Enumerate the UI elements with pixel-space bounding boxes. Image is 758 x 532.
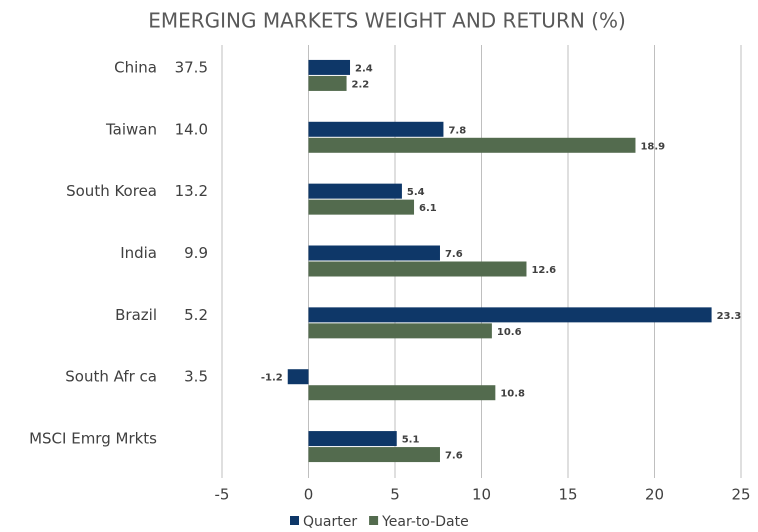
value-label: 18.9 bbox=[640, 141, 665, 152]
x-tick-label: 0 bbox=[304, 486, 314, 504]
bar bbox=[308, 59, 351, 75]
weight-label: 13.2 bbox=[175, 182, 208, 200]
legend-label: Quarter bbox=[303, 514, 357, 530]
weight-label: 5.2 bbox=[184, 306, 208, 324]
category-label: China bbox=[114, 58, 157, 76]
value-label: 2.4 bbox=[355, 63, 373, 74]
bar bbox=[308, 261, 527, 277]
value-label: -1.2 bbox=[261, 373, 283, 384]
weight-label: 37.5 bbox=[175, 58, 208, 76]
bar bbox=[308, 245, 440, 261]
value-label: 7.6 bbox=[445, 451, 463, 462]
legend-swatch bbox=[369, 516, 379, 525]
category-label: Taiwan bbox=[105, 120, 157, 138]
x-tick-label: -5 bbox=[215, 486, 230, 504]
x-tick-label: 20 bbox=[645, 486, 664, 504]
value-label: 7.8 bbox=[448, 125, 466, 136]
bar bbox=[308, 75, 347, 91]
value-label: 23.3 bbox=[717, 311, 742, 322]
value-label: 6.1 bbox=[419, 203, 437, 214]
weight-label: 3.5 bbox=[184, 368, 208, 386]
bar bbox=[308, 385, 496, 401]
value-label: 5.4 bbox=[407, 187, 425, 198]
category-label: MSCI Emrg Mrkts bbox=[29, 430, 157, 448]
value-label: 10.6 bbox=[497, 327, 522, 338]
category-label: Brazil bbox=[115, 306, 157, 324]
value-label: 10.8 bbox=[500, 389, 525, 400]
weight-label: 9.9 bbox=[184, 244, 208, 262]
bar bbox=[308, 137, 636, 153]
bar bbox=[308, 431, 397, 447]
weight-label: 14.0 bbox=[175, 120, 208, 138]
bar bbox=[308, 447, 440, 463]
bar bbox=[308, 121, 444, 137]
bar bbox=[308, 307, 712, 323]
category-label: South Korea bbox=[66, 182, 157, 200]
legend-label: Year-to-Date bbox=[381, 514, 469, 530]
bar bbox=[308, 199, 415, 215]
category-label: India bbox=[120, 244, 157, 262]
value-label: 5.1 bbox=[402, 435, 420, 446]
value-label: 12.6 bbox=[531, 265, 556, 276]
x-tick-label: 10 bbox=[472, 486, 491, 504]
bar bbox=[308, 323, 492, 339]
bar bbox=[287, 369, 309, 385]
bar bbox=[308, 183, 402, 199]
value-label: 2.2 bbox=[352, 79, 370, 90]
legend-swatch bbox=[290, 516, 299, 525]
category-label: South Afr ca bbox=[65, 368, 157, 386]
x-tick-label: 25 bbox=[731, 486, 750, 504]
chart-title: EMERGING MARKETS WEIGHT AND RETURN (%) bbox=[148, 9, 626, 33]
x-tick-label: 5 bbox=[390, 486, 400, 504]
x-tick-label: 15 bbox=[558, 486, 577, 504]
value-label: 7.6 bbox=[445, 249, 463, 260]
